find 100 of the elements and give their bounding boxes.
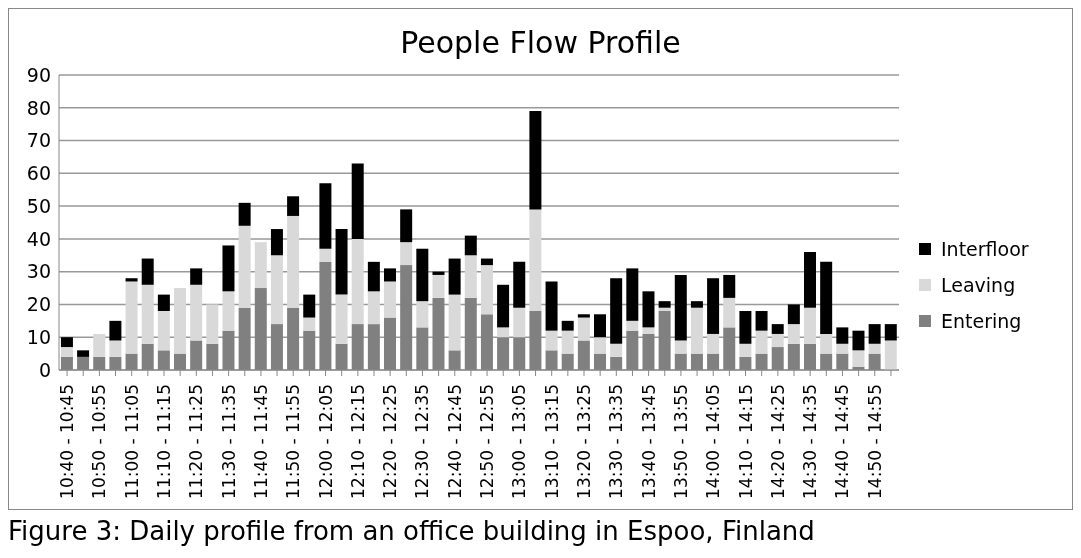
x-tick-label: 12:30 - 12:35 xyxy=(412,384,433,499)
bar xyxy=(723,274,736,298)
bar xyxy=(416,301,429,328)
bar xyxy=(497,284,510,328)
bar xyxy=(448,294,461,351)
bar xyxy=(804,252,817,308)
x-tick-label: 13:00 - 13:05 xyxy=(509,384,530,499)
y-tick-label: 50 xyxy=(26,194,51,217)
bar xyxy=(270,229,283,256)
bar xyxy=(513,261,526,308)
bar xyxy=(125,281,138,354)
bar xyxy=(125,278,138,282)
bar xyxy=(868,343,881,354)
x-tick-label: 14:00 - 14:05 xyxy=(703,384,724,499)
y-tick-label: 60 xyxy=(26,162,51,185)
bar xyxy=(771,324,784,334)
bar xyxy=(836,327,849,344)
bar xyxy=(561,330,574,354)
y-tick-label: 80 xyxy=(26,96,51,119)
bar xyxy=(109,320,122,341)
bar xyxy=(884,340,897,370)
x-tick-label: 13:40 - 13:45 xyxy=(638,384,659,499)
x-tick-label: 12:40 - 12:45 xyxy=(444,384,465,499)
chart-title: People Flow Profile xyxy=(399,25,682,62)
y-tick-label: 0 xyxy=(38,358,51,381)
bar xyxy=(77,350,90,357)
x-tick-label: 11:00 - 11:05 xyxy=(121,384,142,499)
bar xyxy=(480,258,493,266)
bar xyxy=(626,268,639,321)
bar xyxy=(739,311,752,344)
bar xyxy=(287,215,300,308)
bar xyxy=(497,327,510,338)
x-tick-label: 14:50 - 14:55 xyxy=(864,384,885,499)
x-tick-label: 14:40 - 14:45 xyxy=(832,384,853,499)
bar xyxy=(432,274,445,298)
y-tick-label: 30 xyxy=(26,260,51,283)
x-tick-label: 13:50 - 13:55 xyxy=(670,384,691,499)
bar xyxy=(93,333,106,357)
x-tick-label: 12:50 - 12:55 xyxy=(477,384,498,499)
bar xyxy=(384,281,397,318)
bar xyxy=(658,307,671,311)
bar xyxy=(561,320,574,331)
x-tick-label: 11:30 - 11:35 xyxy=(218,384,239,499)
bar xyxy=(335,229,348,295)
bar xyxy=(319,183,332,249)
legend-label: Leaving xyxy=(941,274,1016,296)
x-tick-label: 14:30 - 14:35 xyxy=(800,384,821,499)
x-tick-label: 12:00 - 12:05 xyxy=(315,384,336,499)
bar xyxy=(238,225,251,308)
bar xyxy=(868,324,881,344)
caption: Figure 3: Daily profile from an office building in Espoo, Finland xyxy=(8,516,816,546)
x-tick-label: 13:30 - 13:35 xyxy=(606,384,627,499)
bar xyxy=(658,301,671,308)
bar xyxy=(642,327,655,334)
x-tick-label: 10:50 - 10:55 xyxy=(89,384,110,499)
bar xyxy=(852,350,865,367)
bar xyxy=(594,337,607,354)
x-tick-label: 10:40 - 10:45 xyxy=(57,384,78,499)
x-tick-label: 11:10 - 11:15 xyxy=(154,384,174,499)
bar xyxy=(319,248,332,262)
bar xyxy=(303,317,316,331)
bar xyxy=(157,311,170,351)
bar xyxy=(400,209,413,243)
bar xyxy=(626,320,639,331)
bar xyxy=(303,294,316,318)
bar xyxy=(804,307,817,344)
bar xyxy=(287,196,300,216)
bar xyxy=(222,291,235,331)
x-tick-label: 12:20 - 12:25 xyxy=(380,384,401,499)
x-tick-label: 14:20 - 14:25 xyxy=(767,384,788,499)
x-tick-label: 11:50 - 11:55 xyxy=(283,384,304,499)
bar xyxy=(351,238,364,325)
bar xyxy=(707,333,720,354)
bar xyxy=(254,242,267,289)
bar xyxy=(464,255,477,298)
bar xyxy=(674,340,687,354)
bar xyxy=(674,274,687,341)
x-tick-label: 11:40 - 11:45 xyxy=(250,384,271,499)
bar xyxy=(400,242,413,266)
bar xyxy=(690,301,703,308)
bar xyxy=(594,314,607,338)
bar xyxy=(852,330,865,351)
bar xyxy=(755,311,768,331)
bar xyxy=(60,347,73,357)
bar xyxy=(787,304,800,325)
x-tick-label: 12:10 - 12:15 xyxy=(347,384,368,499)
bar xyxy=(270,255,283,325)
bar xyxy=(642,291,655,328)
bar xyxy=(206,304,219,344)
bar xyxy=(577,317,590,341)
legend-label: Interfloor xyxy=(941,238,1029,260)
bar xyxy=(771,333,784,348)
bar xyxy=(723,297,736,328)
bar xyxy=(577,314,590,318)
bar xyxy=(60,337,73,348)
y-tick-label: 10 xyxy=(26,325,51,348)
bar xyxy=(351,163,364,239)
bar xyxy=(513,307,526,338)
x-tick-label: 13:10 - 13:15 xyxy=(541,384,562,499)
bar xyxy=(367,261,380,292)
